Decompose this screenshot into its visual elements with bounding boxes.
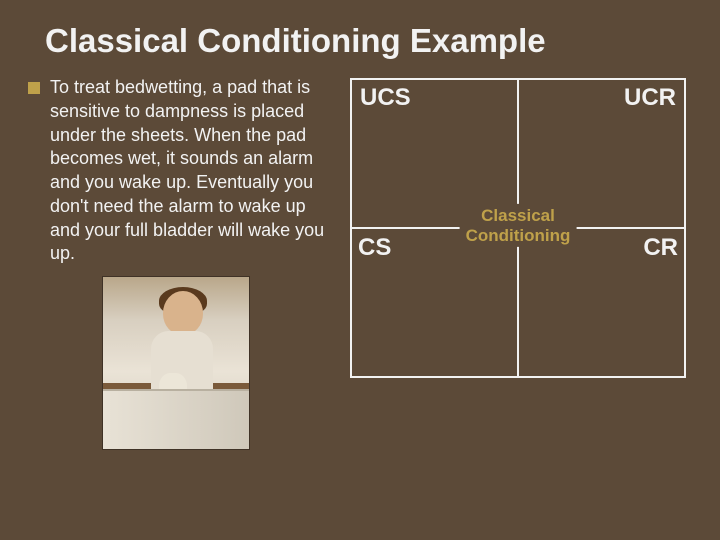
bullet-item: To treat bedwetting, a pad that is sensi… [28, 76, 336, 266]
center-label-line2: Conditioning [466, 225, 571, 244]
label-ucr: UCR [624, 84, 676, 112]
bed-sheet-icon [103, 389, 249, 449]
child-head-icon [163, 291, 203, 335]
right-column: UCS UCR CS CR Classical Conditioning [350, 76, 692, 450]
left-column: To treat bedwetting, a pad that is sensi… [28, 76, 336, 450]
center-label: Classical Conditioning [460, 204, 577, 247]
conditioning-quadrant: UCS UCR CS CR Classical Conditioning [350, 78, 686, 378]
content-area: To treat bedwetting, a pad that is sensi… [0, 60, 720, 450]
slide-title: Classical Conditioning Example [0, 0, 720, 60]
bullet-square-icon [28, 82, 40, 94]
label-ucs: UCS [360, 84, 411, 112]
center-label-line1: Classical [481, 206, 555, 225]
body-text: To treat bedwetting, a pad that is sensi… [50, 76, 336, 266]
child-on-bed-photo [102, 276, 250, 450]
label-cs: CS [358, 234, 391, 262]
illustration-wrap [102, 276, 336, 450]
label-cr: CR [643, 234, 678, 262]
